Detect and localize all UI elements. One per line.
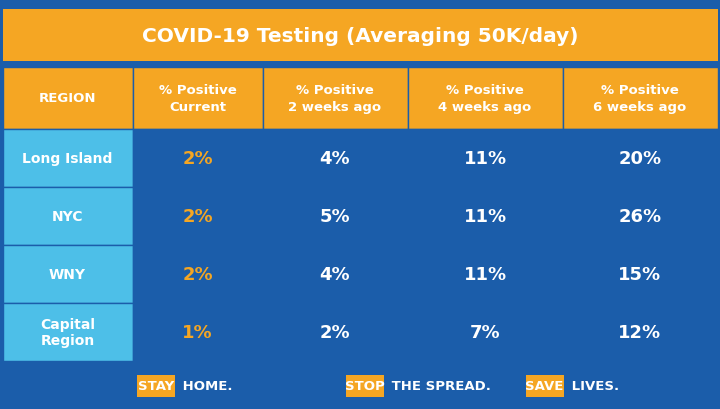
FancyBboxPatch shape — [2, 130, 132, 188]
Text: Long Island: Long Island — [22, 152, 113, 166]
FancyBboxPatch shape — [2, 303, 132, 361]
FancyBboxPatch shape — [562, 130, 718, 188]
FancyBboxPatch shape — [408, 188, 562, 245]
FancyBboxPatch shape — [562, 245, 718, 303]
FancyBboxPatch shape — [2, 10, 718, 62]
Text: 7%: 7% — [469, 323, 500, 341]
FancyBboxPatch shape — [2, 68, 132, 130]
Text: HOME.: HOME. — [178, 380, 233, 393]
Text: 26%: 26% — [618, 207, 662, 225]
FancyBboxPatch shape — [263, 130, 408, 188]
FancyBboxPatch shape — [263, 188, 408, 245]
Text: 5%: 5% — [320, 207, 351, 225]
FancyBboxPatch shape — [2, 188, 132, 245]
Text: SAVE: SAVE — [526, 380, 564, 393]
FancyBboxPatch shape — [137, 375, 175, 397]
FancyBboxPatch shape — [263, 303, 408, 361]
Text: 2%: 2% — [182, 150, 213, 168]
FancyBboxPatch shape — [132, 68, 263, 130]
Text: 11%: 11% — [464, 265, 507, 283]
Text: WNY: WNY — [49, 267, 86, 281]
FancyBboxPatch shape — [132, 245, 263, 303]
Text: 11%: 11% — [464, 150, 507, 168]
Text: Capital
Region: Capital Region — [40, 317, 95, 347]
Text: 15%: 15% — [618, 265, 662, 283]
Text: % Positive
2 weeks ago: % Positive 2 weeks ago — [289, 84, 382, 113]
FancyBboxPatch shape — [408, 130, 562, 188]
FancyBboxPatch shape — [408, 303, 562, 361]
FancyBboxPatch shape — [562, 68, 718, 130]
Text: 2%: 2% — [182, 265, 213, 283]
FancyBboxPatch shape — [408, 68, 562, 130]
Text: 2%: 2% — [182, 207, 213, 225]
Text: REGION: REGION — [39, 92, 96, 105]
Text: % Positive
4 weeks ago: % Positive 4 weeks ago — [438, 84, 531, 113]
Text: STOP: STOP — [345, 380, 384, 393]
Text: 12%: 12% — [618, 323, 662, 341]
Text: COVID-19 Testing (Averaging 50K/day): COVID-19 Testing (Averaging 50K/day) — [142, 27, 578, 45]
FancyBboxPatch shape — [132, 303, 263, 361]
FancyBboxPatch shape — [263, 68, 408, 130]
Text: THE SPREAD.: THE SPREAD. — [387, 380, 490, 393]
FancyBboxPatch shape — [132, 130, 263, 188]
Text: 2%: 2% — [320, 323, 351, 341]
Text: % Positive
Current: % Positive Current — [158, 84, 236, 113]
Text: LIVES.: LIVES. — [567, 380, 618, 393]
Text: % Positive
6 weeks ago: % Positive 6 weeks ago — [593, 84, 687, 113]
Text: NYC: NYC — [52, 209, 84, 223]
FancyBboxPatch shape — [408, 245, 562, 303]
Text: 4%: 4% — [320, 150, 351, 168]
Text: STAY: STAY — [138, 380, 174, 393]
FancyBboxPatch shape — [132, 188, 263, 245]
Text: 4%: 4% — [320, 265, 351, 283]
FancyBboxPatch shape — [2, 245, 132, 303]
Text: 20%: 20% — [618, 150, 662, 168]
FancyBboxPatch shape — [562, 303, 718, 361]
Text: 1%: 1% — [182, 323, 213, 341]
FancyBboxPatch shape — [263, 245, 408, 303]
Text: 11%: 11% — [464, 207, 507, 225]
FancyBboxPatch shape — [346, 375, 384, 397]
FancyBboxPatch shape — [562, 188, 718, 245]
FancyBboxPatch shape — [526, 375, 564, 397]
